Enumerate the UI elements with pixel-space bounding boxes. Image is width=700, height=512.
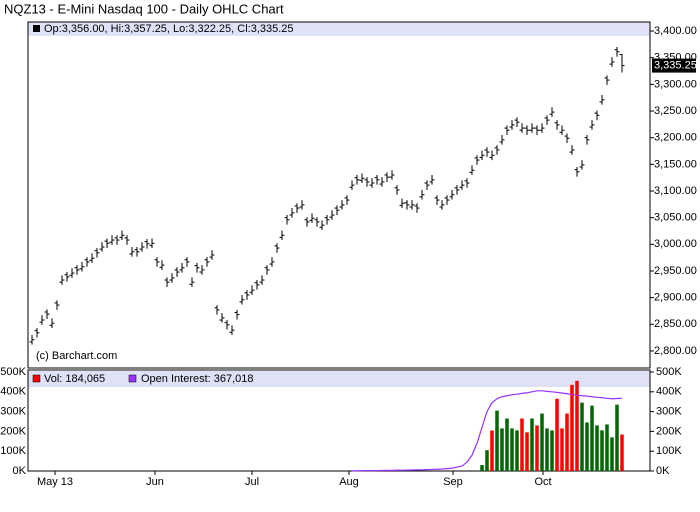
volume-bar bbox=[510, 428, 514, 471]
x-tick-label: Sep bbox=[443, 476, 463, 488]
volume-bar bbox=[555, 398, 559, 471]
y-tick-label: 3,300.00 bbox=[654, 78, 697, 90]
copyright: (c) Barchart.com bbox=[36, 350, 117, 362]
x-tick-label: May 13 bbox=[37, 476, 73, 488]
y-tick-label: 3,150.00 bbox=[654, 158, 697, 170]
volume-bar bbox=[525, 432, 529, 471]
volume-tick-label: 100K bbox=[656, 445, 682, 457]
x-tick-label: Jul bbox=[245, 476, 259, 488]
volume-tick-label-left: 0K bbox=[13, 465, 27, 477]
volume-tick-label-left: 500K bbox=[0, 366, 26, 378]
volume-bar bbox=[595, 425, 599, 471]
last-price-label: 3,335.25 bbox=[654, 59, 697, 71]
volume-bar bbox=[480, 465, 484, 471]
volume-bar bbox=[565, 413, 569, 471]
x-tick-label: Jun bbox=[146, 476, 164, 488]
volume-bar bbox=[610, 437, 614, 471]
legend-swatch bbox=[32, 374, 41, 383]
legend-swatch bbox=[33, 25, 40, 32]
volume-tick-label-left: 100K bbox=[0, 445, 26, 457]
volume-bar bbox=[500, 428, 504, 471]
last-price-box bbox=[652, 58, 696, 73]
y-tick-label: 2,850.00 bbox=[654, 318, 697, 330]
y-tick-label: 3,400.00 bbox=[654, 25, 697, 37]
volume-tick-label: 0K bbox=[656, 465, 670, 477]
volume-bar bbox=[605, 424, 609, 471]
y-tick-label: 3,200.00 bbox=[654, 132, 697, 144]
volume-bar bbox=[585, 422, 589, 471]
volume-bar bbox=[590, 405, 594, 471]
x-tick-label: Oct bbox=[534, 476, 551, 488]
legend-volume: Vol: 184,065 bbox=[44, 373, 105, 385]
open-interest-line bbox=[351, 390, 623, 472]
volume-bar bbox=[530, 418, 534, 471]
y-tick-label: 2,950.00 bbox=[654, 265, 697, 277]
volume-legend-band bbox=[28, 371, 650, 387]
legend-swatch bbox=[128, 374, 137, 383]
y-tick-label: 3,100.00 bbox=[654, 185, 697, 197]
volume-bar bbox=[580, 402, 584, 471]
volume-tick-label: 400K bbox=[656, 386, 682, 398]
volume-bar bbox=[570, 384, 574, 471]
volume-tick-label: 200K bbox=[656, 425, 682, 437]
volume-bar bbox=[490, 430, 494, 471]
price-panel bbox=[27, 21, 651, 369]
volume-tick-label-left: 200K bbox=[0, 425, 26, 437]
volume-bar bbox=[600, 430, 604, 471]
ohlc-legend: Op:3,356.00, Hi:3,357.25, Lo:3,322.25, C… bbox=[44, 23, 294, 35]
y-tick-label: 3,250.00 bbox=[654, 105, 697, 117]
volume-bar bbox=[575, 380, 579, 471]
volume-panel bbox=[27, 369, 651, 472]
price-legend-band bbox=[28, 22, 650, 36]
volume-bar bbox=[545, 428, 549, 471]
volume-bar bbox=[560, 428, 564, 471]
volume-bar bbox=[485, 450, 489, 471]
volume-bar bbox=[615, 404, 619, 471]
volume-tick-label: 300K bbox=[656, 406, 682, 418]
volume-tick-label: 500K bbox=[656, 366, 682, 378]
y-tick-label: 2,900.00 bbox=[654, 292, 697, 304]
volume-bar bbox=[535, 425, 539, 471]
y-tick-label: 3,000.00 bbox=[654, 238, 697, 250]
volume-bar bbox=[520, 418, 524, 471]
volume-bar bbox=[505, 418, 509, 471]
volume-tick-label-left: 300K bbox=[0, 406, 26, 418]
volume-bar bbox=[550, 430, 554, 471]
x-tick-label: Aug bbox=[339, 476, 359, 488]
volume-bar bbox=[495, 410, 499, 471]
legend-open-interest: Open Interest: 367,018 bbox=[141, 373, 254, 385]
volume-bar bbox=[620, 434, 624, 471]
volume-bar bbox=[540, 413, 544, 471]
volume-bar bbox=[515, 430, 519, 471]
y-tick-label: 2,800.00 bbox=[654, 345, 697, 357]
y-tick-label: 3,050.00 bbox=[654, 212, 697, 224]
volume-tick-label-left: 400K bbox=[0, 386, 26, 398]
chart-title: NQZ13 - E-Mini Nasdaq 100 - Daily OHLC C… bbox=[4, 1, 284, 16]
